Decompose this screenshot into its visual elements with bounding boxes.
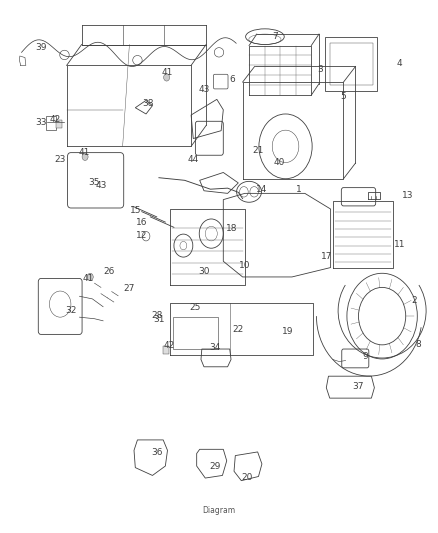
Text: 39: 39 <box>35 43 46 52</box>
Text: 20: 20 <box>241 472 253 481</box>
Text: 18: 18 <box>226 224 238 233</box>
Text: 12: 12 <box>136 231 148 240</box>
Text: 33: 33 <box>35 118 46 127</box>
Text: 41: 41 <box>82 274 94 283</box>
Text: 1: 1 <box>296 185 301 193</box>
Text: 3: 3 <box>317 64 323 74</box>
Text: 23: 23 <box>54 155 66 164</box>
Text: 44: 44 <box>187 155 199 164</box>
Text: 42: 42 <box>164 342 175 350</box>
Text: 34: 34 <box>209 343 220 352</box>
FancyBboxPatch shape <box>56 120 62 127</box>
Text: 42: 42 <box>49 115 60 124</box>
FancyBboxPatch shape <box>163 346 169 354</box>
Text: 40: 40 <box>273 158 285 166</box>
Text: 11: 11 <box>393 239 405 248</box>
Text: 27: 27 <box>123 284 134 293</box>
Text: 7: 7 <box>272 32 278 41</box>
Circle shape <box>87 273 93 280</box>
Text: 21: 21 <box>252 146 263 155</box>
Text: 41: 41 <box>78 148 89 157</box>
Text: 25: 25 <box>190 303 201 312</box>
Text: 6: 6 <box>229 75 235 84</box>
Text: Diagram: Diagram <box>202 506 236 515</box>
Text: 8: 8 <box>416 341 421 349</box>
Text: 13: 13 <box>402 191 413 200</box>
Text: 31: 31 <box>153 316 165 324</box>
Circle shape <box>82 153 88 160</box>
Text: 14: 14 <box>256 185 268 193</box>
Text: 9: 9 <box>362 352 368 361</box>
Text: 37: 37 <box>353 382 364 391</box>
Text: 38: 38 <box>142 99 154 108</box>
Text: 35: 35 <box>89 179 100 188</box>
Text: 30: 30 <box>198 267 210 276</box>
Text: 10: 10 <box>239 261 251 270</box>
Text: 29: 29 <box>209 462 220 471</box>
Text: 32: 32 <box>65 306 77 316</box>
Text: 19: 19 <box>282 327 293 336</box>
Text: 16: 16 <box>136 218 148 227</box>
Text: 36: 36 <box>151 448 162 457</box>
Text: 28: 28 <box>151 311 162 320</box>
Text: 15: 15 <box>130 206 141 215</box>
Text: 41: 41 <box>162 68 173 77</box>
Circle shape <box>164 74 170 81</box>
Text: 43: 43 <box>95 181 106 190</box>
Text: 17: 17 <box>321 252 332 261</box>
Text: 5: 5 <box>341 92 346 101</box>
Text: 4: 4 <box>396 59 402 68</box>
Text: 22: 22 <box>233 325 244 334</box>
Text: 43: 43 <box>198 85 210 94</box>
Text: 2: 2 <box>411 296 417 305</box>
Text: 26: 26 <box>104 267 115 276</box>
